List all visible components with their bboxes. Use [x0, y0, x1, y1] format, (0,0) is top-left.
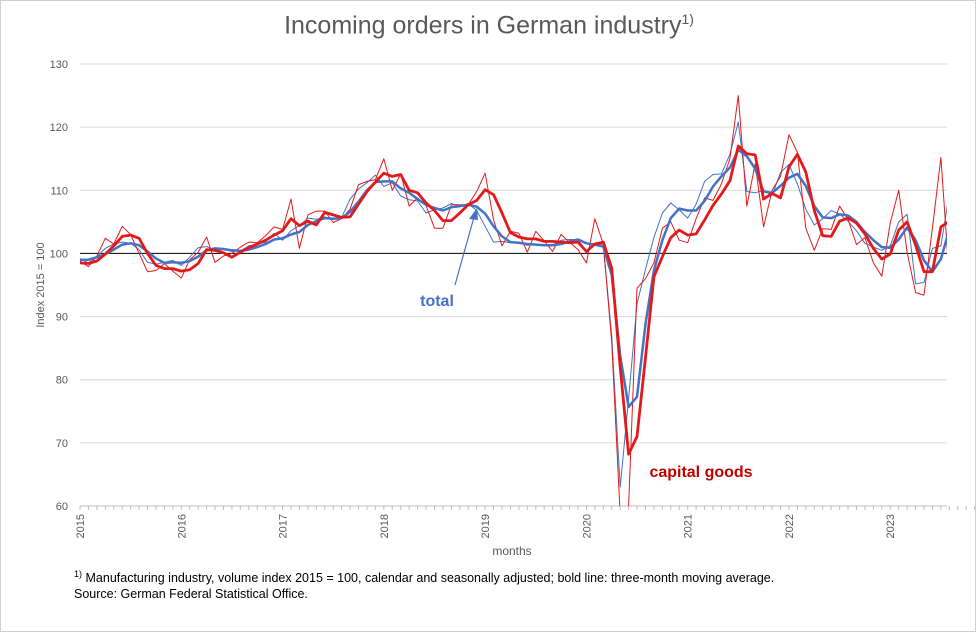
x-tick-label-2020: 2020 [581, 514, 593, 538]
footnote-marker: 1) [74, 569, 83, 579]
footnote-line-2: Source: German Federal Statistical Offic… [74, 587, 308, 601]
x-tick-label-2015: 2015 [75, 514, 87, 538]
series-line-total-monthly [80, 121, 947, 488]
x-tick-label-2022: 2022 [784, 514, 796, 538]
x-tick-label-2023: 2023 [885, 514, 897, 538]
x-tick-label-2016: 2016 [176, 514, 188, 538]
x-tick-label-2019: 2019 [480, 514, 492, 538]
footnote-line-1: 1) Manufacturing industry, volume index … [74, 569, 774, 585]
x-axis-label: months [492, 544, 532, 558]
x-tick-label-2018: 2018 [379, 514, 391, 538]
y-tick-label-130: 130 [50, 59, 68, 71]
y-tick-label-80: 80 [56, 375, 68, 387]
series-line-capital-monthly [80, 95, 947, 506]
chart-title: Incoming orders in German industry1) [284, 11, 694, 40]
x-tick-label-2021: 2021 [683, 514, 695, 538]
y-tick-label-110: 110 [50, 185, 68, 197]
y-tick-label-100: 100 [50, 248, 68, 260]
title-footnote-marker: 1) [681, 11, 694, 27]
series-line-total-ma [80, 148, 947, 409]
y-tick-label-90: 90 [56, 312, 68, 324]
series-line-capital-ma [80, 144, 947, 456]
x-tick-label-2017: 2017 [278, 514, 290, 538]
footnote-text: Manufacturing industry, volume index 201… [85, 571, 775, 586]
annotation-capital-goods: capital goods [649, 464, 752, 481]
annotation-arrow-head [469, 208, 478, 220]
y-tick-label-60: 60 [56, 501, 68, 513]
annotation-total: total [420, 293, 454, 310]
y-tick-label-70: 70 [56, 438, 68, 450]
y-tick-label-120: 120 [50, 122, 68, 134]
annotation-arrow-line [454, 216, 475, 286]
